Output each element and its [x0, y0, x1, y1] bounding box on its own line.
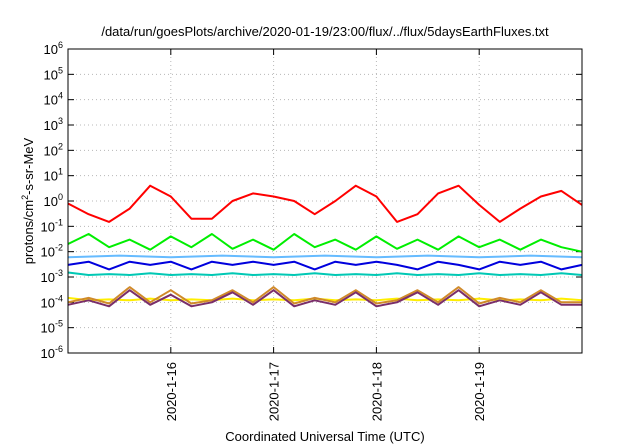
x-tick-label: 2020-1-19	[472, 362, 487, 421]
y-tick-label: 105	[44, 65, 63, 82]
y-tick-exponent: 1	[58, 167, 63, 177]
grid	[68, 48, 582, 354]
y-tick-base: 10	[41, 295, 55, 310]
y-tick-label: 104	[44, 91, 63, 108]
y-tick-label: 106	[44, 40, 63, 57]
y-tick-label: 10-6	[41, 344, 63, 361]
y-tick-exponent: 0	[58, 192, 63, 202]
y-tick-base: 10	[44, 194, 58, 209]
series-line-1	[67, 184, 583, 223]
y-tick-base: 10	[41, 245, 55, 260]
y-axis-label-prefix: protons/cm	[21, 200, 36, 264]
y-tick-base: 10	[44, 67, 58, 82]
y-tick-base: 10	[41, 270, 55, 285]
y-tick-base: 10	[44, 169, 58, 184]
y-tick-exponent: -5	[55, 319, 63, 329]
y-tick-exponent: 4	[58, 91, 63, 101]
y-tick-base: 10	[44, 143, 58, 158]
y-tick-base: 10	[41, 219, 55, 234]
chart-title: /data/run/goesPlots/archive/2020-01-19/2…	[101, 24, 549, 39]
y-tick-base: 10	[41, 346, 55, 361]
y-tick-label: 103	[44, 116, 63, 133]
y-tick-label: 100	[44, 192, 63, 209]
y-axis-label-superscript: 2	[20, 195, 30, 200]
series-line-7	[67, 286, 582, 305]
y-tick-exponent: 5	[58, 65, 63, 75]
y-tick-exponent: -2	[55, 243, 63, 253]
y-axis-label: protons/cm2-s-sr-MeV	[20, 137, 36, 264]
series-group	[67, 184, 583, 308]
y-tick-base: 10	[44, 42, 58, 57]
y-tick-base: 10	[44, 93, 58, 108]
y-tick-label: 10-1	[41, 217, 63, 234]
y-tick-label: 102	[44, 141, 63, 158]
y-tick-label: 10-3	[41, 268, 63, 285]
plot-frame	[67, 48, 583, 354]
series-line-4	[67, 260, 583, 271]
y-tick-label: 10-4	[41, 293, 63, 310]
y-tick-base: 10	[44, 118, 58, 133]
series-line-8	[67, 289, 582, 308]
series-line-5	[67, 271, 583, 276]
x-tick-label: 2020-1-16	[164, 362, 179, 421]
y-axis-label-suffix: -s-sr-MeV	[21, 137, 36, 194]
x-axis-label: Coordinated Universal Time (UTC)	[225, 429, 424, 444]
y-tick-label: 101	[44, 167, 63, 184]
y-tick-exponent: -4	[55, 293, 63, 303]
x-tick-label: 2020-1-17	[267, 362, 282, 421]
y-tick-exponent: -6	[55, 344, 63, 354]
x-tick-labels: 2020-1-16 2020-1-17 2020-1-18 2020-1-19	[164, 362, 487, 421]
y-tick-label: 10-5	[41, 319, 63, 336]
x-tick-label: 2020-1-18	[369, 362, 384, 421]
y-tick-label: 10-2	[41, 243, 63, 260]
series-line-3	[67, 254, 583, 259]
y-tick-exponent: -3	[55, 268, 63, 278]
y-tick-exponent: 3	[58, 116, 63, 126]
y-tick-exponent: 6	[58, 40, 63, 50]
y-tick-exponent: 2	[58, 141, 63, 151]
y-tick-labels: 10-610-510-410-310-210-11001011021031041…	[41, 40, 63, 361]
series-line-2	[67, 233, 583, 253]
y-tick-base: 10	[41, 321, 55, 336]
y-tick-exponent: -1	[55, 217, 63, 227]
